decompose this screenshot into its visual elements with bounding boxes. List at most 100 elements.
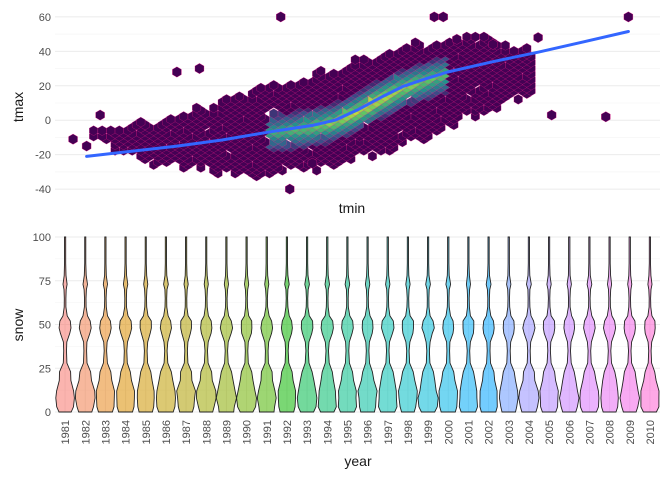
violin-x-tick-label-1991: 1991 (262, 420, 274, 444)
hexbin-outlier-cell (68, 133, 78, 145)
hexbin-cell (269, 80, 279, 91)
violin-x-tick-label-1994: 1994 (322, 420, 334, 444)
hexbin-smooth-curve-layer (85, 30, 630, 158)
violin-1997 (378, 236, 398, 413)
violin-x-tick-label-1988: 1988 (201, 420, 213, 444)
hexbin-cells (68, 11, 634, 195)
hexbin-x-axis-title: tmin (339, 200, 365, 216)
hexbin-outlier-cell (546, 109, 557, 121)
violin-y-axis-title: snow (10, 308, 26, 342)
violin-x-tick-label-1987: 1987 (181, 420, 193, 444)
violin-x-tick-label-2001: 2001 (463, 420, 475, 444)
violin-x-tick-label-2003: 2003 (504, 420, 516, 444)
violin-1988 (195, 236, 217, 413)
hexbin-cell (192, 102, 201, 114)
violin-2001 (458, 236, 478, 413)
violin-x-tick-label-1985: 1985 (141, 420, 153, 444)
violin-x-axis-title: year (344, 453, 372, 469)
violin-1986 (155, 236, 176, 413)
violin-x-tick-label-1996: 1996 (363, 420, 375, 444)
violin-1998 (398, 236, 418, 413)
violin-y-tick-label: 0 (45, 407, 51, 419)
violin-1993 (296, 236, 318, 413)
hexbin-outlier-cell (601, 111, 611, 123)
violin-x-tick-label-1983: 1983 (100, 420, 112, 444)
violin-1990 (236, 236, 257, 413)
violin-x-tick-labels: 1981 1982 1983 1984 1985 1986 1987 1988 1989 1990… (60, 420, 657, 444)
violin-2003 (498, 236, 519, 413)
violin-x-tick-label-1993: 1993 (302, 420, 314, 444)
violin-y-tick-label: 100 (33, 232, 51, 244)
violin-2009 (619, 236, 640, 413)
violin-1981 (55, 236, 75, 413)
hexbin-outlier-cell (95, 109, 105, 121)
hexbin-y-tick-label: -40 (35, 184, 51, 196)
violin-x-tick-label-2010: 2010 (645, 420, 657, 444)
violin-x-tick-label-1982: 1982 (80, 420, 92, 444)
hexbin-outlier-cell (429, 11, 439, 23)
violin-x-tick-label-1989: 1989 (221, 420, 233, 444)
violin-2008 (600, 236, 619, 413)
violin-1994 (317, 236, 337, 413)
hexbin-y-tick-label: 20 (39, 81, 51, 93)
violin-1989 (215, 236, 237, 413)
hexbin-y-tick-label: 0 (45, 115, 51, 127)
violin-2004 (518, 236, 540, 413)
hexbin-cell (235, 91, 244, 102)
hexbin-outlier-cell (623, 11, 634, 23)
hexbin-outlier-cell (172, 66, 182, 78)
violin-x-tick-label-1984: 1984 (121, 420, 133, 444)
violin-1991 (256, 236, 277, 413)
hexbin-y-tick-labels: -40 -20 0 20 40 60 (35, 12, 51, 196)
violin-x-tick-label-1999: 1999 (423, 420, 435, 444)
hexbin-y-tick-label: -20 (35, 150, 51, 162)
violin-x-tick-label-2005: 2005 (544, 420, 556, 444)
violin-y-tick-label: 25 (39, 363, 51, 375)
hexbin-outlier-cell (438, 11, 448, 23)
violin-1999 (417, 236, 439, 413)
violin-x-tick-label-2000: 2000 (443, 420, 455, 444)
violin-2006 (559, 236, 580, 413)
violin-x-tick-label-2007: 2007 (584, 420, 596, 444)
violin-2010 (640, 236, 660, 413)
violin-x-tick-label-2004: 2004 (524, 420, 536, 444)
hexbin-cell (367, 151, 377, 162)
violin-2005 (539, 236, 559, 413)
hexbin-y-tick-label: 40 (39, 46, 51, 58)
hexbin-cell (500, 40, 510, 51)
violin-y-tick-label: 75 (39, 276, 51, 288)
violin-2000 (438, 236, 458, 413)
violin-1992 (277, 236, 297, 413)
violin-x-tick-label-2002: 2002 (484, 420, 496, 444)
violin-x-tick-label-1986: 1986 (161, 420, 173, 444)
violin-x-tick-label-1997: 1997 (383, 420, 395, 444)
tmin-tmax-hexbin-panel: -40 -20 0 20 40 60 tmin tmax (10, 11, 660, 216)
hexbin-outlier-cell (81, 140, 92, 152)
violin-x-tick-label-1981: 1981 (60, 420, 72, 444)
hexbin-outlier-cell (488, 39, 498, 50)
violin-1995 (337, 236, 357, 413)
hexbin-cell (359, 54, 369, 65)
violin-y-tick-labels: 0 25 50 75 100 (33, 232, 51, 419)
violin-x-tick-label-2009: 2009 (625, 420, 637, 444)
smooth-trend-line (85, 30, 630, 158)
hexbin-outlier-cell (194, 63, 205, 74)
hexbin-y-axis-title: tmax (10, 92, 26, 122)
violin-x-tick-label-1995: 1995 (342, 420, 354, 444)
violin-2002 (479, 236, 498, 413)
hexbin-cell (410, 37, 420, 48)
hexbin-cell (316, 65, 326, 77)
violin-1984 (116, 236, 135, 413)
violin-x-tick-label-2006: 2006 (564, 420, 576, 444)
hexbin-outlier-cell (307, 157, 317, 169)
violin-1983 (95, 236, 115, 413)
violin-shapes (55, 236, 660, 413)
hexbin-cell (513, 94, 523, 105)
hexbin-outlier-cell (452, 33, 462, 45)
violin-y-tick-label: 50 (39, 320, 51, 332)
violin-1982 (74, 236, 96, 413)
hexbin-outlier-cell (285, 183, 295, 195)
violin-1985 (136, 236, 155, 413)
hexbin-cell (136, 117, 146, 128)
